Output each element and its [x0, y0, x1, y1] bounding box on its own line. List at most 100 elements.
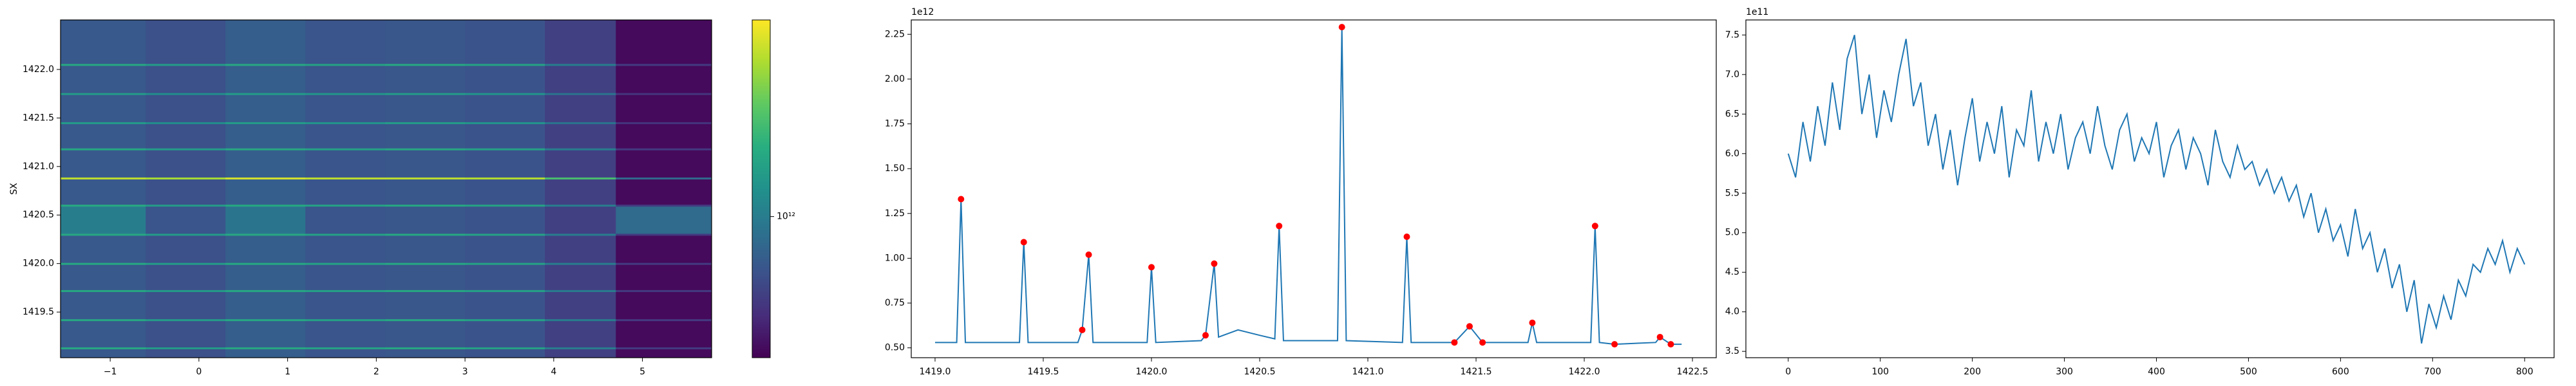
- heatmap-cell: [465, 290, 545, 292]
- heatmap-cell: [225, 95, 306, 122]
- y-tick-label: 5.0: [1725, 228, 1739, 238]
- heatmap-cell: [465, 148, 545, 151]
- y-tick-label: 1.75: [885, 119, 905, 129]
- heatmap-cell: [465, 262, 545, 265]
- y-tick-label: 1.25: [885, 208, 905, 219]
- x-tick-label: 1: [285, 367, 290, 377]
- y-tick-label: 1421.5: [23, 113, 54, 123]
- y-tick-label: 5.5: [1725, 188, 1739, 198]
- heatmap-cell: [225, 204, 306, 207]
- heatmap-cell: [616, 63, 712, 66]
- heatmap-cell: [545, 93, 616, 95]
- heatmap-cell: [146, 148, 226, 151]
- heatmap-cell: [225, 63, 306, 66]
- y-tick-label: 7.5: [1725, 30, 1739, 40]
- y-tick-label: 0.50: [885, 343, 905, 353]
- heatmap-cell: [61, 124, 146, 149]
- heatmap-cell: [146, 150, 226, 178]
- heatmap-cell: [305, 93, 386, 95]
- peak-marker: [1276, 223, 1283, 230]
- heatmap-cell: [465, 124, 545, 149]
- heatmap-cell: [465, 235, 545, 263]
- y-tick-label: 4.0: [1725, 307, 1739, 317]
- heatmap-cell: [465, 65, 545, 93]
- heatmap-cell: [385, 290, 466, 292]
- heatmap-cell: [616, 179, 712, 205]
- heatmap-cell: [305, 63, 386, 66]
- heatmap-cell: [146, 320, 226, 347]
- heatmap-cell: [385, 124, 466, 149]
- heatmap-cell: [225, 122, 306, 124]
- x-tick-label: 500: [2240, 367, 2257, 377]
- heatmap-cell: [616, 148, 712, 151]
- heatmap-cell: [616, 264, 712, 290]
- y-tick-label: 2.00: [885, 74, 905, 84]
- heatmap-cell: [225, 233, 306, 236]
- heatmap-cell: [465, 177, 545, 179]
- heatmap-cell: [465, 204, 545, 207]
- heatmap-cell: [545, 95, 616, 122]
- heatmap-cell: [385, 233, 466, 236]
- x-tick-label: 1421.5: [1461, 367, 1492, 377]
- heatmap-cell: [225, 318, 306, 322]
- heatmap-cell: [385, 204, 466, 207]
- heatmap-cell: [616, 150, 712, 178]
- heatmap-cell: [61, 179, 146, 205]
- heatmap-cell: [465, 233, 545, 236]
- heatmap-cell: [146, 235, 226, 263]
- heatmap-cell: [545, 124, 616, 149]
- heatmap-cell: [225, 93, 306, 95]
- heatmap-cell: [385, 95, 466, 122]
- heatmap-cell: [385, 347, 466, 349]
- heatmap-cell: [465, 347, 545, 349]
- heatmap-cell: [146, 206, 226, 234]
- axes-frame: [911, 19, 1717, 358]
- heatmap-cell: [146, 179, 226, 205]
- peak-marker: [1403, 234, 1410, 241]
- x-tick-label: 5: [639, 367, 645, 377]
- heatmap-cell: [545, 122, 616, 124]
- heatmap-cell: [385, 318, 466, 322]
- heatmap-cell: [545, 347, 616, 349]
- heatmap-cell: [305, 318, 386, 322]
- heatmap-cell: [545, 20, 616, 64]
- heatmap-cell: [465, 320, 545, 347]
- heatmap-cell: [385, 148, 466, 151]
- x-tick-label: 100: [1871, 367, 1889, 377]
- heatmap-cell: [305, 124, 386, 149]
- colorbar: [752, 19, 771, 358]
- y-tick-label: 1421.0: [23, 161, 54, 172]
- heatmap-cell: [225, 65, 306, 93]
- heatmap-cell: [61, 291, 146, 320]
- heatmap-cell: [61, 318, 146, 322]
- heatmap-cell: [545, 204, 616, 207]
- heatmap-cell: [616, 262, 712, 265]
- x-tick-label: 800: [2516, 367, 2533, 377]
- heatmap-cell: [225, 177, 306, 179]
- data-line: [934, 27, 1682, 345]
- heatmap-cell: [545, 233, 616, 236]
- x-tick-label: 1422.0: [1569, 367, 1600, 377]
- heatmap-cell: [616, 122, 712, 124]
- peak-marker: [1079, 326, 1086, 333]
- peak-marker: [1529, 319, 1536, 326]
- heatmap-cell: [616, 347, 712, 349]
- peak-marker: [1202, 332, 1209, 339]
- x-tick-label: 4: [551, 367, 556, 377]
- heatmap-cell: [385, 177, 466, 179]
- heatmap-cell: [305, 148, 386, 151]
- heatmap-cell: [146, 95, 226, 122]
- heatmap-cell: [305, 65, 386, 93]
- y-tick-label: 1420.5: [23, 210, 54, 220]
- heatmap-cell: [385, 320, 466, 347]
- heatmap-cell: [225, 124, 306, 149]
- heatmap-cell: [225, 235, 306, 263]
- heatmap-cell: [146, 264, 226, 290]
- heatmap-cell: [305, 264, 386, 290]
- heatmap-cell: [385, 93, 466, 95]
- heatmap-cell: [61, 235, 146, 263]
- x-tick-label: 2: [374, 367, 379, 377]
- heatmap-cell: [616, 204, 712, 207]
- heatmap-cell: [61, 95, 146, 122]
- heatmap-cell: [61, 20, 146, 64]
